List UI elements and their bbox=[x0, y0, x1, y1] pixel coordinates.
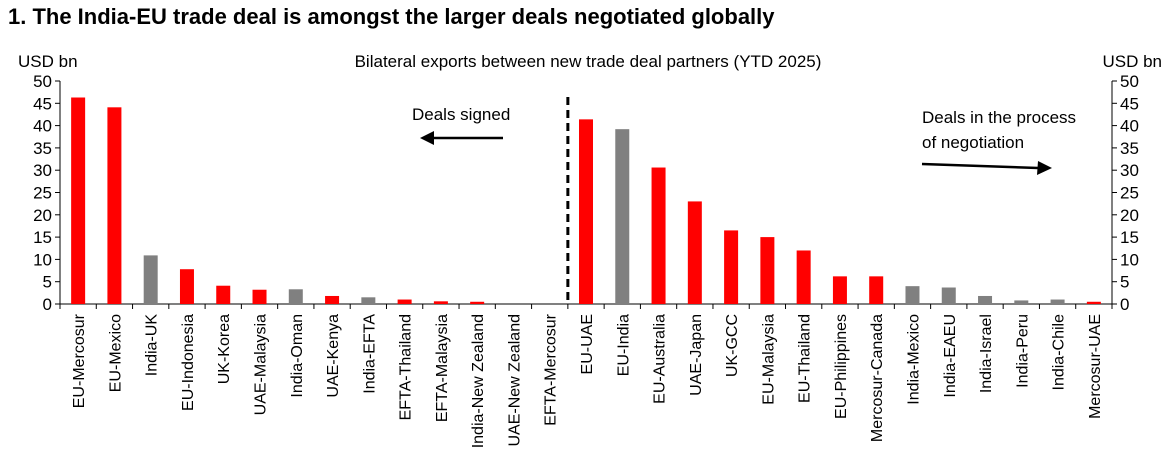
x-category-label: India-Peru bbox=[1014, 314, 1031, 388]
chart-subtitle: Bilateral exports between new trade deal… bbox=[355, 52, 822, 71]
chart-title: 1. The India-EU trade deal is amongst th… bbox=[8, 4, 775, 29]
y-axis-label-left: USD bn bbox=[18, 52, 78, 71]
x-category-label: EU-Mercosur bbox=[71, 313, 88, 408]
bar-efta-malaysia bbox=[433, 301, 448, 304]
x-category-label: EFTA-Malaysia bbox=[434, 314, 451, 422]
y-tick-label-right: 50 bbox=[1120, 72, 1139, 91]
bar-india-efta bbox=[361, 297, 376, 304]
y-tick-label-left: 10 bbox=[33, 250, 52, 269]
arrow-right-head bbox=[1037, 161, 1052, 175]
annotation-negotiation-line2: of negotiation bbox=[922, 133, 1024, 152]
y-tick-label-right: 30 bbox=[1120, 161, 1139, 180]
bar-uae-japan bbox=[687, 201, 702, 304]
bar-mercosur-uae bbox=[1086, 301, 1101, 304]
x-category-label: UAE-Malaysia bbox=[253, 314, 270, 415]
x-category-label: Mercosur-Canada bbox=[869, 314, 886, 442]
x-category-label: India-New Zealand bbox=[470, 314, 487, 448]
bar-india-eaeu bbox=[941, 287, 956, 304]
bar-eu-philippines bbox=[832, 276, 847, 304]
x-category-label: EU-Philippines bbox=[833, 314, 850, 419]
y-tick-label-right: 40 bbox=[1120, 117, 1139, 136]
bar-eu-mercosur bbox=[71, 97, 86, 304]
x-category-label: EU-UAE bbox=[579, 314, 596, 374]
arrow-right-shaft bbox=[921, 162, 1039, 170]
x-category-label: EFTA-Mercosur bbox=[543, 313, 560, 425]
bar-india-chile bbox=[1050, 299, 1065, 304]
bar-india-peru bbox=[1014, 300, 1029, 304]
bar-efta-thailand bbox=[397, 299, 412, 304]
x-category-label: EFTA-Thailand bbox=[398, 314, 415, 420]
x-category-label: EU-Mexico bbox=[107, 314, 124, 392]
y-tick-label-left: 25 bbox=[33, 184, 52, 203]
x-category-label: India-Chile bbox=[1051, 314, 1068, 391]
bar-eu-uae bbox=[579, 119, 593, 304]
x-category-label: UK-GCC bbox=[724, 314, 741, 377]
y-tick-label-left: 35 bbox=[33, 139, 52, 158]
y-tick-label-left: 30 bbox=[33, 161, 52, 180]
y-tick-label-right: 10 bbox=[1120, 250, 1139, 269]
y-tick-label-left: 40 bbox=[33, 117, 52, 136]
bar-uae-kenya bbox=[325, 295, 340, 304]
bar-india-new-zealand bbox=[470, 301, 485, 304]
y-tick-label-left: 0 bbox=[43, 295, 52, 314]
annotation-deals-signed: Deals signed bbox=[412, 105, 510, 124]
y-tick-label-right: 5 bbox=[1120, 273, 1129, 292]
bar-eu-mexico bbox=[107, 107, 122, 305]
x-category-label: Mercosur-UAE bbox=[1087, 314, 1104, 419]
x-category-label: India-EAEU bbox=[942, 314, 959, 398]
y-tick-label-left: 15 bbox=[33, 228, 52, 247]
bar-india-oman bbox=[288, 289, 303, 304]
x-category-label: EU-Indonesia bbox=[180, 314, 197, 411]
bar-mercosur-canada bbox=[869, 276, 884, 304]
y-tick-label-left: 50 bbox=[33, 72, 52, 91]
x-category-label: EU-Malaysia bbox=[760, 314, 777, 405]
bar-india-israel bbox=[978, 295, 993, 304]
bar-eu-thailand bbox=[796, 250, 811, 304]
bar-india-uk bbox=[143, 255, 158, 304]
x-category-label: EU-Thailand bbox=[797, 314, 814, 403]
x-category-label: India-EFTA bbox=[361, 314, 378, 394]
bar-eu-malaysia bbox=[760, 237, 775, 304]
y-tick-label-right: 15 bbox=[1120, 228, 1139, 247]
x-category-label: India-Mexico bbox=[905, 314, 922, 405]
bar-uk-gcc bbox=[724, 230, 739, 304]
y-tick-label-right: 25 bbox=[1120, 184, 1139, 203]
bar-uae-malaysia bbox=[252, 289, 267, 304]
x-category-label: India-Israel bbox=[978, 314, 995, 393]
bar-uk-korea bbox=[216, 285, 231, 304]
y-tick-label-right: 45 bbox=[1120, 94, 1139, 113]
y-tick-label-right: 20 bbox=[1120, 206, 1139, 225]
y-tick-label-right: 35 bbox=[1120, 139, 1139, 158]
y-tick-label-right: 0 bbox=[1120, 295, 1129, 314]
x-category-label: India-Oman bbox=[289, 314, 306, 398]
bar-india-mexico bbox=[905, 286, 920, 304]
x-category-label: UAE-Kenya bbox=[325, 314, 342, 398]
arrow-left-head bbox=[420, 131, 434, 145]
x-category-label: UAE-New Zealand bbox=[506, 314, 523, 447]
x-category-label: India-UK bbox=[144, 314, 161, 377]
x-category-label: EU-Australia bbox=[652, 314, 669, 404]
x-category-label: EU-India bbox=[615, 314, 632, 376]
y-axis-label-right: USD bn bbox=[1102, 52, 1162, 71]
y-tick-label-left: 45 bbox=[33, 94, 52, 113]
x-category-label: UK-Korea bbox=[216, 314, 233, 384]
annotation-negotiation-line1: Deals in the process bbox=[922, 108, 1076, 127]
bar-eu-indonesia bbox=[179, 269, 194, 304]
bar-eu-india bbox=[615, 129, 630, 304]
y-tick-label-left: 20 bbox=[33, 206, 52, 225]
y-tick-label-left: 5 bbox=[43, 273, 52, 292]
x-category-label: UAE-Japan bbox=[688, 314, 705, 396]
bar-eu-australia bbox=[651, 167, 666, 304]
